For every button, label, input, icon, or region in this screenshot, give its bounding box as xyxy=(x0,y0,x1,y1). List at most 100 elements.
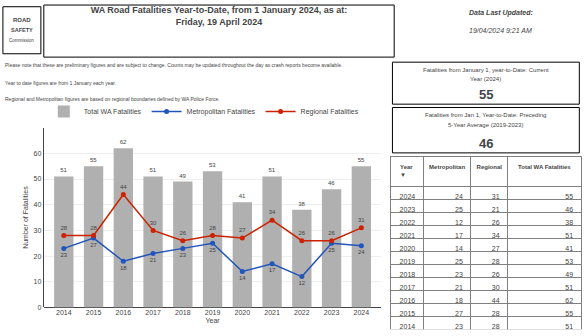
svg-text:23: 23 xyxy=(455,271,463,279)
svg-text:Regional: Regional xyxy=(477,164,503,170)
svg-text:Fatalities from January 1, yea: Fatalities from January 1, year-to-Date:… xyxy=(423,67,549,73)
svg-text:26: 26 xyxy=(328,230,335,236)
svg-text:38: 38 xyxy=(298,201,305,207)
svg-text:2022: 2022 xyxy=(294,309,310,316)
svg-text:27: 27 xyxy=(90,242,97,248)
svg-text:12: 12 xyxy=(298,280,305,286)
svg-text:2017: 2017 xyxy=(399,284,416,292)
svg-text:Metropolitan Fatalities: Metropolitan Fatalities xyxy=(187,108,256,116)
svg-text:26: 26 xyxy=(179,230,186,236)
svg-text:2014: 2014 xyxy=(56,309,72,316)
svg-text:21: 21 xyxy=(150,257,157,263)
svg-text:12: 12 xyxy=(455,219,463,227)
svg-text:Year: Year xyxy=(205,317,220,324)
svg-text:27: 27 xyxy=(239,227,246,233)
svg-text:Data Last Updated:: Data Last Updated: xyxy=(469,9,533,17)
svg-text:Metropolitan: Metropolitan xyxy=(429,164,465,170)
svg-text:30: 30 xyxy=(34,227,42,234)
svg-text:25: 25 xyxy=(455,258,463,266)
svg-text:51: 51 xyxy=(268,167,275,173)
svg-text:14: 14 xyxy=(239,275,246,281)
svg-text:2024: 2024 xyxy=(354,309,370,316)
svg-text:Year▼: Year▼ xyxy=(400,164,413,178)
svg-text:50: 50 xyxy=(34,175,42,182)
svg-text:55: 55 xyxy=(479,87,493,102)
svg-text:2024: 2024 xyxy=(399,193,416,201)
svg-text:28: 28 xyxy=(90,225,97,231)
svg-text:17: 17 xyxy=(269,267,276,273)
svg-text:51: 51 xyxy=(149,167,156,173)
svg-text:44: 44 xyxy=(120,184,127,190)
svg-text:28: 28 xyxy=(60,225,67,231)
svg-text:31: 31 xyxy=(491,193,500,201)
svg-text:18: 18 xyxy=(455,297,463,305)
svg-text:25: 25 xyxy=(328,247,335,253)
svg-text:28: 28 xyxy=(209,225,216,231)
svg-text:51: 51 xyxy=(565,323,573,329)
svg-text:Regional and Metropolitan figu: Regional and Metropolitan figures are ba… xyxy=(5,96,220,102)
svg-text:Total WA Fatalities: Total WA Fatalities xyxy=(84,108,142,115)
svg-text:62: 62 xyxy=(120,139,127,145)
svg-text:WA Road Fatalities Year-to-Dat: WA Road Fatalities Year-to-Date, from 1 … xyxy=(91,5,348,27)
svg-text:27: 27 xyxy=(455,310,463,318)
svg-text:10: 10 xyxy=(34,278,42,285)
svg-text:46: 46 xyxy=(328,180,335,186)
svg-text:2023: 2023 xyxy=(399,206,416,214)
svg-text:18: 18 xyxy=(120,265,127,271)
svg-text:2015: 2015 xyxy=(399,310,416,318)
svg-text:23: 23 xyxy=(60,252,67,258)
svg-text:46: 46 xyxy=(479,136,493,151)
svg-text:5-Year Average (2019-2023): 5-Year Average (2019-2023) xyxy=(448,122,523,128)
svg-text:2018: 2018 xyxy=(399,271,416,279)
svg-text:55: 55 xyxy=(90,157,97,163)
svg-text:2015: 2015 xyxy=(86,309,102,316)
svg-text:2021: 2021 xyxy=(264,309,280,316)
svg-text:2019: 2019 xyxy=(399,258,416,266)
svg-text:19/04/2024 9:21 AM: 19/04/2024 9:21 AM xyxy=(469,27,532,34)
svg-text:55: 55 xyxy=(358,157,365,163)
svg-text:51: 51 xyxy=(60,167,67,173)
svg-text:60: 60 xyxy=(34,150,42,157)
svg-text:40: 40 xyxy=(34,201,42,208)
svg-text:24: 24 xyxy=(455,193,463,201)
svg-text:41: 41 xyxy=(239,193,246,199)
svg-text:Number of Fatalities: Number of Fatalities xyxy=(22,186,29,249)
svg-text:Total WA Fatalities: Total WA Fatalities xyxy=(518,164,571,170)
svg-text:14: 14 xyxy=(455,245,463,253)
svg-text:23: 23 xyxy=(179,252,186,258)
svg-text:2018: 2018 xyxy=(175,309,191,316)
svg-text:24: 24 xyxy=(358,249,365,255)
svg-text:2014: 2014 xyxy=(400,323,416,329)
svg-text:2021: 2021 xyxy=(399,232,416,240)
svg-text:2022: 2022 xyxy=(399,219,416,227)
svg-text:2020: 2020 xyxy=(399,245,416,253)
svg-text:Commission: Commission xyxy=(9,38,34,43)
svg-text:2019: 2019 xyxy=(205,309,221,316)
svg-text:Year (2024): Year (2024) xyxy=(470,76,501,82)
svg-text:30: 30 xyxy=(150,220,157,226)
svg-text:SAFETY: SAFETY xyxy=(11,27,33,33)
svg-text:2020: 2020 xyxy=(235,309,251,316)
svg-text:2016: 2016 xyxy=(399,297,416,305)
svg-text:25: 25 xyxy=(455,206,463,214)
svg-text:Year to date figures are from: Year to date figures are from 1 January … xyxy=(5,80,116,86)
svg-text:ROAD: ROAD xyxy=(13,17,31,23)
svg-text:21: 21 xyxy=(455,284,463,292)
svg-text:2017: 2017 xyxy=(145,309,161,316)
svg-text:53: 53 xyxy=(209,162,216,168)
svg-text:23: 23 xyxy=(455,323,463,329)
svg-text:31: 31 xyxy=(358,217,365,223)
svg-text:28: 28 xyxy=(492,323,500,329)
svg-text:34: 34 xyxy=(269,210,276,216)
svg-text:20: 20 xyxy=(34,253,42,260)
svg-text:26: 26 xyxy=(298,230,305,236)
svg-text:17: 17 xyxy=(455,232,463,240)
svg-text:2016: 2016 xyxy=(116,309,132,316)
svg-text:25: 25 xyxy=(209,247,216,253)
svg-text:0: 0 xyxy=(37,304,41,311)
svg-text:Regional Fatalities: Regional Fatalities xyxy=(301,108,359,116)
svg-text:Please note that these are pre: Please note that these are preliminary f… xyxy=(5,62,342,68)
svg-text:49: 49 xyxy=(179,173,186,179)
svg-text:Fatalities from Jan 1, Year-to: Fatalities from Jan 1, Year-to-Date: Pre… xyxy=(425,112,546,118)
svg-text:2023: 2023 xyxy=(324,309,340,316)
